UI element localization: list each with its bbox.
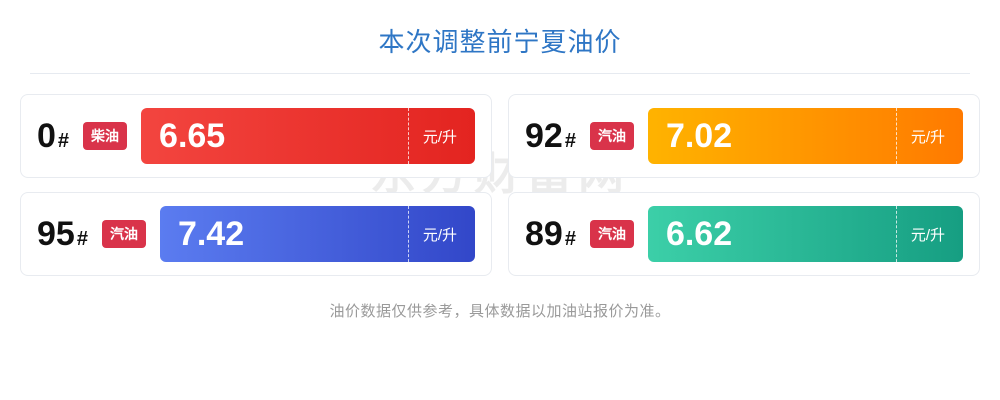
fuel-tag-0: 柴油: [83, 122, 127, 150]
price-bar-0: 6.65 元/升: [141, 108, 475, 164]
grade-label-3: 89 #: [525, 215, 576, 254]
header: 本次调整前宁夏油价: [0, 0, 1000, 59]
grade-label-0: 0 #: [37, 117, 69, 156]
fuel-tag-3: 汽油: [590, 220, 634, 248]
oil-price-card: 本次调整前宁夏油价 东方财富网 0 # 柴油 6.65 元/升 92 # 汽油 7.: [0, 0, 1000, 400]
unit-label-3: 元/升: [911, 224, 945, 245]
fuel-tag-2: 汽油: [102, 220, 146, 248]
price-bar-2: 7.42 元/升: [160, 206, 475, 262]
price-grid: 0 # 柴油 6.65 元/升 92 # 汽油 7.02 元/升: [20, 94, 980, 276]
price-value-0: 6.65: [159, 117, 225, 156]
card-1: 92 # 汽油 7.02 元/升: [508, 94, 980, 178]
price-value-1: 7.02: [666, 117, 732, 156]
unit-label-1: 元/升: [911, 126, 945, 147]
unit-label-2: 元/升: [423, 224, 457, 245]
page-title: 本次调整前宁夏油价: [0, 22, 1000, 59]
footer-note: 油价数据仅供参考，具体数据以加油站报价为准。: [0, 300, 1000, 321]
unit-label-0: 元/升: [423, 126, 457, 147]
card-0: 0 # 柴油 6.65 元/升: [20, 94, 492, 178]
grade-label-1: 92 #: [525, 117, 576, 156]
card-2: 95 # 汽油 7.42 元/升: [20, 192, 492, 276]
fuel-tag-1: 汽油: [590, 122, 634, 150]
price-bar-1: 7.02 元/升: [648, 108, 963, 164]
grade-label-2: 95 #: [37, 215, 88, 254]
price-value-2: 7.42: [178, 215, 244, 254]
header-divider: [30, 73, 970, 74]
price-bar-3: 6.62 元/升: [648, 206, 963, 262]
card-3: 89 # 汽油 6.62 元/升: [508, 192, 980, 276]
price-value-3: 6.62: [666, 215, 732, 254]
